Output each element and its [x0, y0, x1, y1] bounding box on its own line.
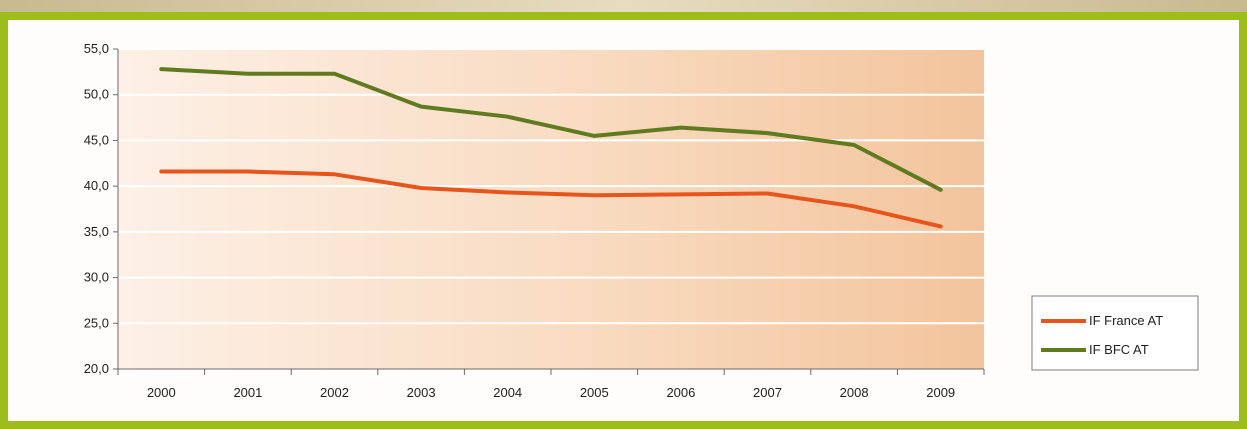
y-tick-label: 25,0: [84, 315, 109, 330]
y-tick-label: 35,0: [84, 224, 109, 239]
x-tick-label: 2004: [493, 385, 522, 400]
x-tick-label: 2007: [753, 385, 782, 400]
x-tick-label: 2001: [233, 385, 262, 400]
x-tick-label: 2000: [147, 385, 176, 400]
y-tick-label: 55,0: [84, 41, 109, 56]
x-tick-label: 2002: [320, 385, 349, 400]
y-tick-label: 20,0: [84, 361, 109, 376]
series-lines: [159, 67, 943, 229]
legend-box: [1031, 295, 1199, 371]
plot-area: [118, 49, 984, 369]
y-tick-label: 40,0: [84, 178, 109, 193]
legend: IF France AT IF BFC AT: [1031, 295, 1199, 371]
x-axis-ticks: 2000 2001 2002 2003 2004 2005 2006 2007 2008 2009: [147, 385, 955, 400]
legend-label-2: IF BFC AT: [1089, 342, 1149, 357]
x-tick-label: 2008: [840, 385, 869, 400]
y-tick-label: 45,0: [84, 132, 109, 147]
top-strip: [0, 0, 1247, 12]
y-tick-label: 30,0: [84, 270, 109, 285]
gridlines: [118, 48, 984, 325]
x-tick-label: 2009: [926, 385, 955, 400]
axes: [113, 48, 985, 375]
series-line-2: [159, 67, 943, 192]
series-line-1: [159, 169, 943, 229]
y-tick-label: 50,0: [84, 87, 109, 102]
x-tick-label: 2003: [407, 385, 436, 400]
x-tick-label: 2005: [580, 385, 609, 400]
y-axis-ticks: 20,0 25,0 30,0 35,0 40,0 45,0 50,0 55,0: [84, 41, 109, 376]
x-tick-label: 2006: [666, 385, 695, 400]
legend-label-1: IF France AT: [1089, 313, 1163, 328]
